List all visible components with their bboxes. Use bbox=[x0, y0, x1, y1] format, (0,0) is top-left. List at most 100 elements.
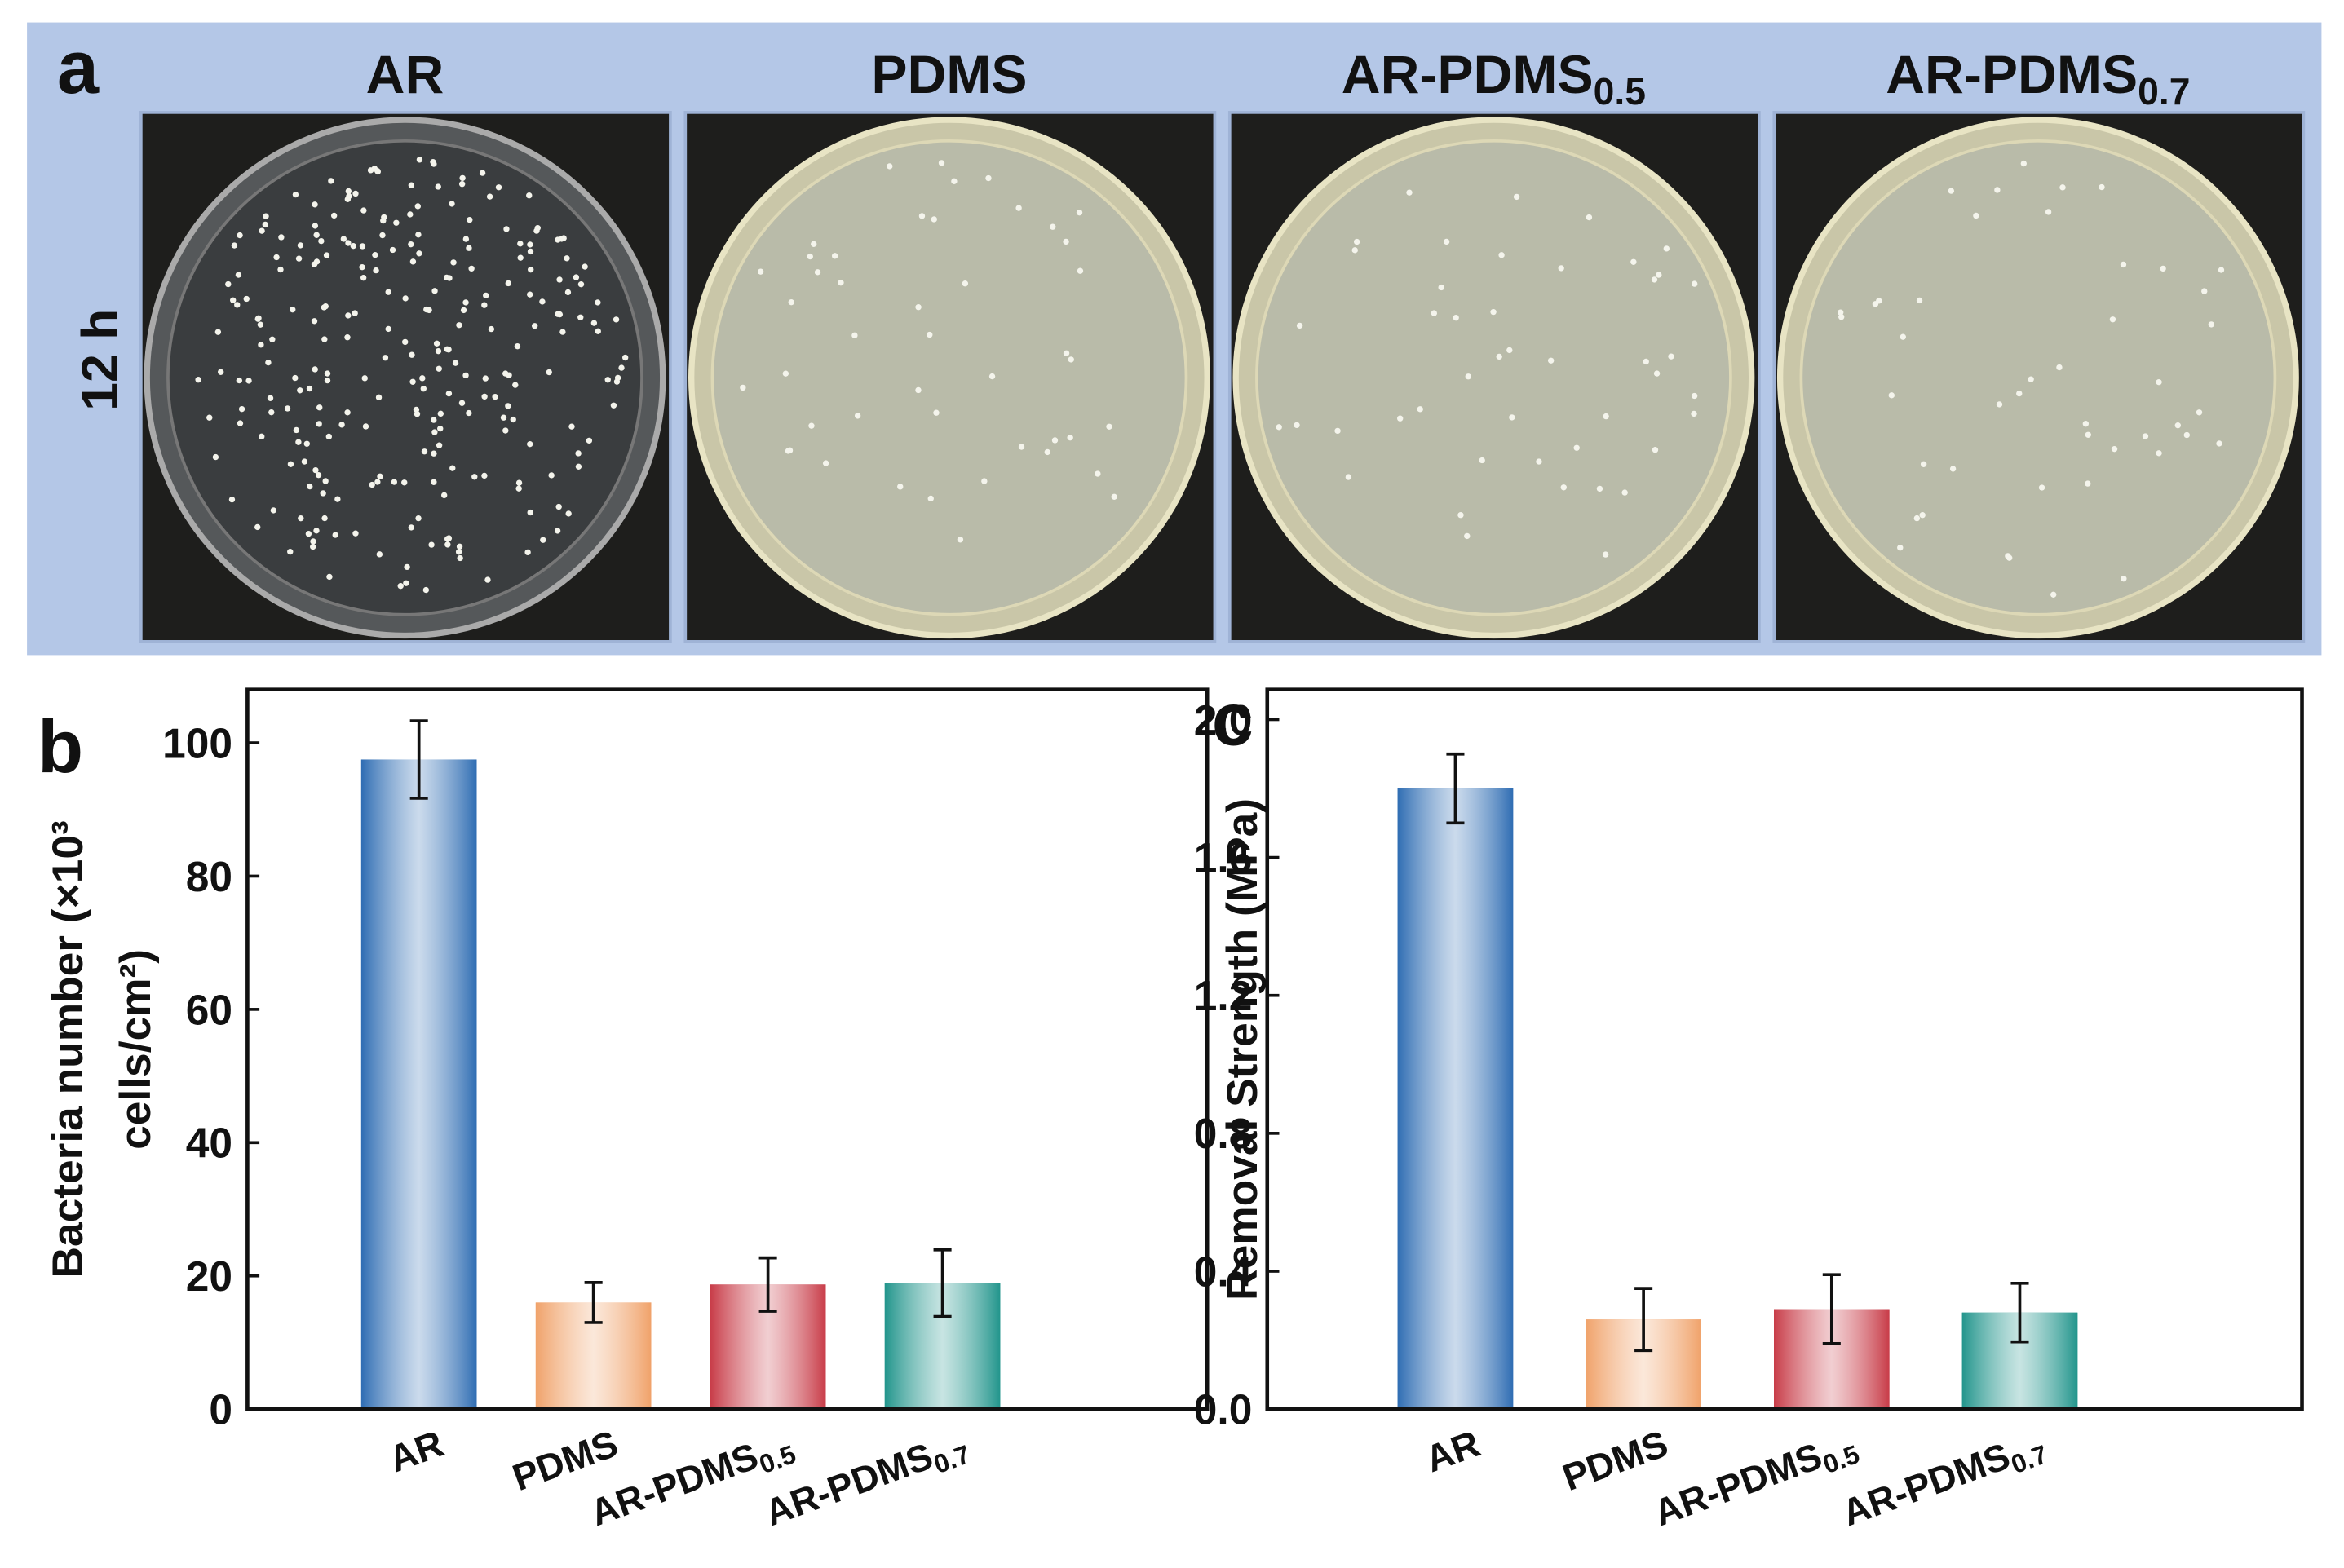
colony bbox=[492, 394, 498, 400]
colony bbox=[419, 375, 426, 382]
colony bbox=[2160, 265, 2166, 272]
colony bbox=[2005, 553, 2011, 559]
colony bbox=[445, 535, 453, 541]
colony bbox=[257, 321, 264, 328]
colony bbox=[851, 332, 858, 338]
colony bbox=[933, 409, 940, 416]
colony bbox=[458, 181, 466, 188]
colony bbox=[243, 295, 250, 303]
colony bbox=[1691, 410, 1697, 417]
colony bbox=[338, 422, 345, 428]
colony bbox=[957, 537, 964, 543]
colony bbox=[431, 450, 437, 457]
x-tick-label: AR-PDMS0.7 bbox=[759, 1422, 975, 1539]
colony bbox=[385, 325, 391, 333]
colony bbox=[527, 441, 533, 448]
colony bbox=[938, 160, 945, 166]
colony bbox=[350, 243, 356, 250]
colony bbox=[505, 403, 511, 409]
colony bbox=[1996, 401, 2003, 408]
colony bbox=[1457, 512, 1464, 519]
colony bbox=[306, 385, 313, 392]
colony bbox=[483, 292, 489, 299]
y-axis-label: Bacteria number (×10³ bbox=[44, 820, 92, 1278]
colony bbox=[312, 366, 318, 373]
colony bbox=[1630, 258, 1637, 265]
colony bbox=[435, 347, 442, 355]
colony bbox=[786, 447, 794, 454]
colony bbox=[344, 409, 351, 416]
colony bbox=[2045, 209, 2052, 215]
colony bbox=[2218, 267, 2225, 273]
colony bbox=[237, 232, 243, 239]
colony bbox=[808, 422, 815, 429]
colony bbox=[502, 427, 509, 434]
colony bbox=[214, 329, 222, 335]
colony bbox=[403, 580, 409, 586]
colony bbox=[413, 406, 420, 413]
colony bbox=[1334, 427, 1341, 435]
colony bbox=[500, 414, 507, 421]
colony bbox=[307, 483, 313, 490]
axes-frame bbox=[245, 687, 1210, 1411]
colony bbox=[564, 255, 570, 262]
petri-dish bbox=[166, 139, 643, 616]
colony bbox=[376, 551, 383, 558]
colony bbox=[1573, 444, 1580, 451]
colony bbox=[313, 232, 320, 238]
colony bbox=[2201, 288, 2208, 294]
photo-title: AR bbox=[366, 45, 444, 105]
colony bbox=[1652, 447, 1659, 453]
colony bbox=[1051, 437, 1059, 444]
colony bbox=[814, 269, 821, 276]
colony bbox=[524, 549, 531, 556]
colony bbox=[459, 174, 466, 182]
colony bbox=[277, 266, 284, 273]
colony bbox=[236, 377, 243, 384]
colony bbox=[526, 192, 533, 199]
colony bbox=[528, 266, 534, 273]
colony bbox=[1621, 489, 1628, 496]
colony bbox=[270, 507, 277, 514]
colony bbox=[1496, 353, 1502, 360]
colony bbox=[415, 232, 422, 238]
colony bbox=[391, 479, 398, 485]
y-axis-label: Removal Strength (MPa) bbox=[1218, 798, 1267, 1301]
colony bbox=[604, 377, 611, 383]
y-tick-label: 100 bbox=[162, 719, 232, 766]
colony bbox=[258, 342, 264, 348]
x-tick-label: AR bbox=[1420, 1422, 1485, 1481]
colony bbox=[312, 223, 319, 229]
colony bbox=[554, 528, 561, 534]
colony bbox=[359, 243, 366, 250]
colony bbox=[2208, 321, 2214, 328]
colony bbox=[854, 413, 861, 419]
colony bbox=[481, 302, 488, 308]
colony bbox=[1276, 424, 1282, 431]
colony bbox=[450, 259, 457, 266]
colony bbox=[1506, 347, 1513, 354]
panel-label: a bbox=[57, 26, 100, 109]
colony bbox=[360, 274, 367, 281]
colony bbox=[328, 178, 334, 184]
colony bbox=[332, 532, 338, 538]
colony bbox=[359, 264, 365, 271]
colony bbox=[1643, 358, 1649, 365]
colony bbox=[1294, 422, 1300, 429]
colony bbox=[618, 364, 625, 371]
colony bbox=[273, 254, 280, 261]
colony bbox=[195, 377, 201, 383]
colony bbox=[2156, 450, 2162, 457]
colony bbox=[613, 378, 621, 385]
x-tick-label: PDMS bbox=[1557, 1422, 1674, 1499]
colony bbox=[2120, 261, 2127, 268]
colony bbox=[1417, 406, 1423, 413]
colony bbox=[352, 530, 359, 537]
colony bbox=[312, 466, 319, 474]
colony bbox=[481, 472, 488, 479]
colony bbox=[1067, 435, 1073, 441]
colony bbox=[268, 409, 275, 416]
petri-dish bbox=[1799, 139, 2277, 616]
colony bbox=[517, 254, 524, 261]
